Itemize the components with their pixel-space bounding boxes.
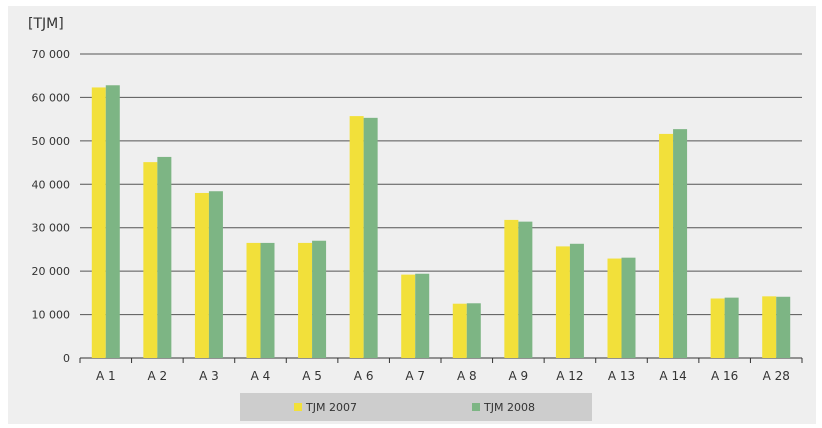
bar-2008	[312, 240, 327, 358]
bar-chart: 0 10 000 20 000 30 000 40 000 50 000 60 000 70 …	[32, 48, 803, 383]
x-tick-label: A 6	[354, 369, 374, 383]
bar-2008	[724, 297, 739, 358]
x-tick-label: A 14	[659, 369, 686, 383]
chart-panel: [TJM] 0 10 000 20 000 30 000 40 000 50 000 60 …	[8, 6, 816, 424]
bar-2008	[776, 296, 791, 358]
bar-2008	[363, 117, 378, 358]
bar-2008	[569, 243, 584, 358]
bar-2008	[518, 221, 533, 358]
y-tick-label: 70 000	[32, 48, 71, 61]
x-tick-label: A 12	[556, 369, 583, 383]
bar-2007	[762, 296, 777, 358]
bar-2007	[710, 298, 725, 358]
y-tick-label: 40 000	[32, 178, 71, 191]
legend-item-2008: TJM 2008	[472, 393, 535, 421]
x-tick-label: A 28	[763, 369, 790, 383]
bar-2008	[466, 303, 481, 358]
bar-2008	[260, 242, 275, 358]
bar-2007	[349, 116, 364, 358]
x-tick-label: A 3	[199, 369, 219, 383]
y-tick-label: 10 000	[32, 309, 71, 322]
y-tick-label: 20 000	[32, 265, 71, 278]
legend-label-2007: TJM 2007	[306, 400, 357, 414]
y-tick-label: 30 000	[32, 222, 71, 235]
bar-2008	[621, 257, 636, 358]
x-tick-label: A 4	[251, 369, 271, 383]
y-tick-label: 60 000	[32, 91, 71, 104]
bar-2007	[452, 303, 467, 358]
legend-swatch-2007	[294, 403, 302, 411]
bar-2007	[555, 246, 570, 358]
bar-2008	[157, 156, 172, 358]
x-tick-label: A 13	[608, 369, 635, 383]
x-tick-label: A 7	[405, 369, 425, 383]
bar-2007	[194, 192, 209, 358]
legend: TJM 2007 TJM 2008	[240, 393, 592, 421]
bar-2007	[91, 87, 106, 358]
legend-label-2008: TJM 2008	[484, 400, 535, 414]
bar-2007	[143, 162, 158, 358]
bar-2007	[298, 242, 313, 358]
legend-swatch-2008	[472, 403, 480, 411]
bar-2007	[659, 133, 674, 358]
x-tick-label: A 9	[509, 369, 529, 383]
x-tick-label: A 2	[148, 369, 168, 383]
bar-2007	[607, 258, 622, 358]
bar-2007	[401, 274, 416, 358]
x-tick-label: A 8	[457, 369, 477, 383]
bar-2008	[415, 273, 430, 358]
y-axis-unit-label: [TJM]	[28, 16, 64, 32]
bar-2007	[246, 242, 261, 358]
bar-2008	[673, 129, 688, 358]
y-tick-label: 0	[63, 352, 70, 365]
bar-2007	[504, 219, 519, 358]
x-tick-label: A 1	[96, 369, 116, 383]
x-tick-label: A 5	[302, 369, 322, 383]
bar-2008	[208, 191, 223, 358]
x-tick-label: A 16	[711, 369, 738, 383]
bar-2008	[105, 85, 120, 359]
y-tick-label: 50 000	[32, 135, 71, 148]
legend-item-2007: TJM 2007	[294, 393, 357, 421]
